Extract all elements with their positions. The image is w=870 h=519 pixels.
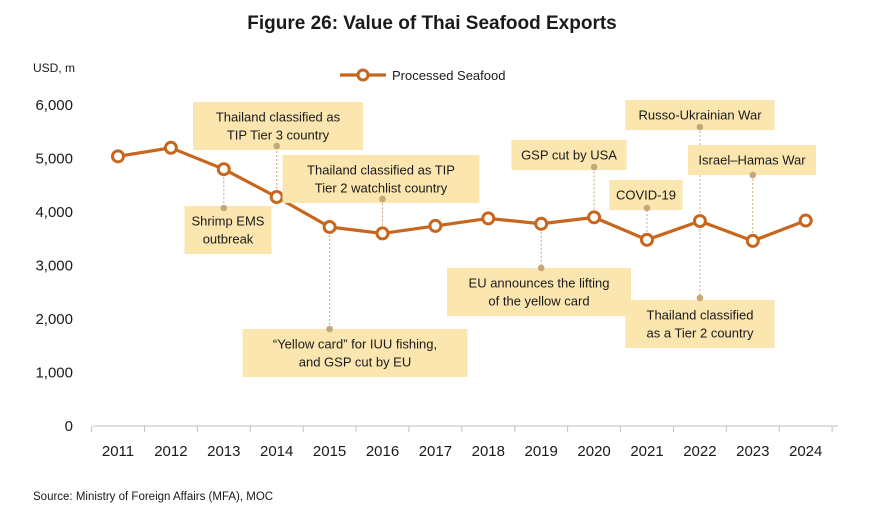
annotation-text: Shrimp EMS [192, 214, 265, 229]
annotation: Thailand classified as TIP Tier 3 country [193, 102, 363, 150]
annotation: Shrimp EMS outbreak [184, 206, 272, 254]
annotation-text: of the yellow card [488, 294, 589, 309]
x-tick-label: 2015 [313, 443, 346, 460]
y-tick-label: 3,000 [35, 258, 73, 275]
annotation-box [511, 140, 627, 170]
annotation-box [184, 206, 272, 254]
legend: Processed Seafood [340, 68, 505, 83]
annotation-text: and GSP cut by EU [299, 355, 412, 370]
annotation: Israel–Hamas War [688, 145, 816, 175]
annotation-dot [537, 264, 545, 272]
annotation-dot [696, 123, 704, 131]
y-axis-unit-label: USD, m [33, 61, 75, 75]
annotation-text: Russo-Ukrainian War [638, 108, 762, 123]
y-tick-label: 1,000 [35, 365, 73, 382]
source-note: Source: Ministry of Foreign Affairs (MFA… [33, 491, 273, 503]
data-point [322, 219, 337, 234]
x-tick-label: 2021 [630, 443, 663, 460]
data-point [640, 232, 654, 247]
annotation-dot [326, 325, 333, 333]
data-point [692, 214, 707, 229]
y-tick-label: 5,000 [35, 151, 73, 168]
y-axis: 0 1,000 2,000 3,000 4,000 5,000 6,000 [35, 97, 73, 435]
annotation-text: Thailand classified [647, 308, 754, 323]
data-point [375, 226, 390, 241]
annotation: Thailand classified as a Tier 2 country [625, 300, 775, 348]
x-tick-label: 2012 [154, 443, 187, 460]
data-point [163, 140, 178, 155]
data-point [216, 162, 231, 177]
data-point [428, 218, 443, 233]
annotation-dot [379, 195, 386, 203]
annotation-dot [590, 163, 598, 171]
x-axis: 2011 2012 2013 2014 2015 2016 2017 2018 2019 2020… [91, 426, 833, 460]
y-tick-label: 2,000 [35, 311, 73, 328]
y-tick-label: 4,000 [35, 204, 73, 221]
x-tick-label: 2014 [260, 443, 293, 460]
x-tick-label: 2019 [525, 443, 558, 460]
x-tick-label: 2024 [789, 443, 822, 460]
data-point [798, 213, 813, 228]
annotation-box [282, 155, 480, 203]
annotation-text: Thailand classified as TIP [307, 163, 455, 178]
annotation-box [242, 329, 468, 377]
x-tick-label: 2020 [577, 443, 610, 460]
annotation-text: TIP Tier 3 country [227, 128, 330, 143]
annotation: EU announces the lifting of the yellow ca… [447, 268, 631, 316]
y-tick-label: 6,000 [35, 97, 73, 114]
annotation-text: Israel–Hamas War [698, 153, 806, 168]
annotation: Thailand classified as TIP Tier 2 watchli… [282, 155, 480, 203]
data-point [481, 211, 496, 226]
data-point [745, 233, 760, 248]
x-tick-label: 2018 [472, 443, 505, 460]
annotation: “Yellow card” for IUU fishing, and GSP cu… [242, 329, 468, 377]
annotation: COVID-19 [609, 180, 683, 210]
x-tick-label: 2022 [683, 443, 716, 460]
annotation-dot [643, 204, 651, 212]
x-tick-label: 2011 [102, 443, 134, 460]
annotation-box [447, 268, 631, 316]
annotation-dot [696, 294, 704, 302]
series-processed-seafood [111, 140, 813, 248]
annotation-text: COVID-19 [616, 188, 676, 203]
x-tick-label: 2016 [366, 443, 399, 460]
annotation-dot [220, 204, 228, 212]
annotation-box [625, 300, 775, 348]
series-line [117, 146, 807, 243]
y-tick-label: 0 [65, 418, 73, 435]
annotation-text: Thailand classified as [216, 110, 341, 125]
annotation-text: as a Tier 2 country [647, 326, 754, 341]
x-tick-label: 2013 [207, 443, 240, 460]
annotation-text: GSP cut by USA [521, 148, 617, 163]
x-tick-label: 2017 [419, 443, 452, 460]
annotation-text: EU announces the lifting [469, 276, 610, 291]
annotation-text: outbreak [203, 232, 254, 247]
annotation-dot [749, 171, 757, 179]
annotation: GSP cut by USA [511, 140, 627, 170]
data-point [587, 210, 602, 225]
legend-label: Processed Seafood [392, 68, 505, 83]
annotation-dot [273, 142, 281, 150]
data-point [269, 190, 284, 205]
annotations: Shrimp EMS outbreak Thailand classified as… [184, 100, 816, 377]
annotation-text: “Yellow card” for IUU fishing, [273, 337, 437, 352]
annotation-box [193, 102, 363, 150]
annotation-box [688, 145, 816, 175]
x-tick-label: 2023 [736, 443, 769, 460]
data-point [534, 216, 549, 231]
chart-title: Figure 26: Value of Thai Seafood Exports [247, 13, 617, 34]
data-point [111, 149, 125, 164]
annotation-text: Tier 2 watchlist country [315, 181, 448, 196]
legend-point-marker [356, 68, 370, 82]
